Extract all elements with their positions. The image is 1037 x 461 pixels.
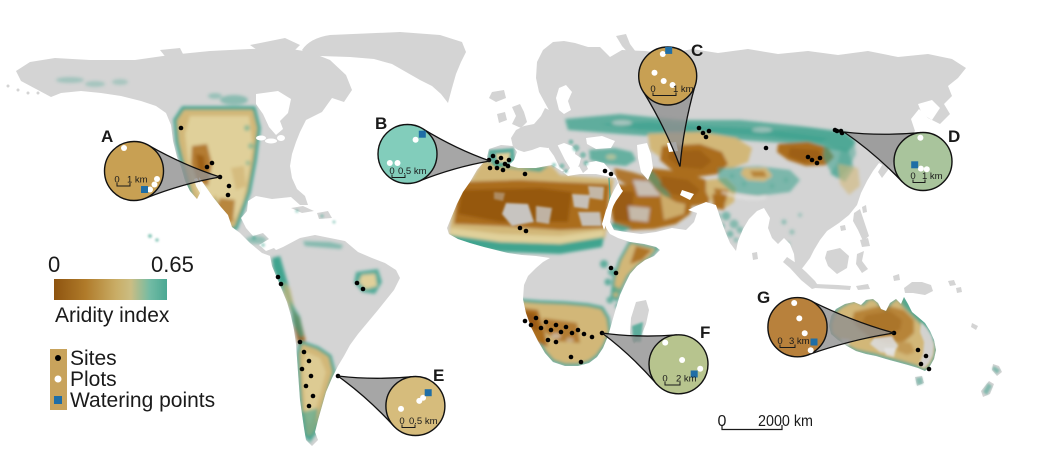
svg-text:Aridity index: Aridity index [55, 304, 170, 327]
svg-text:0: 0 [718, 413, 727, 430]
svg-text:2 km: 2 km [676, 374, 697, 385]
svg-text:0: 0 [114, 175, 119, 186]
svg-text:D: D [948, 127, 960, 146]
svg-text:0: 0 [399, 416, 404, 427]
svg-text:E: E [433, 366, 444, 385]
svg-text:Plots: Plots [70, 368, 117, 391]
svg-text:B: B [375, 114, 387, 133]
svg-text:0: 0 [48, 252, 60, 277]
svg-text:A: A [101, 127, 113, 146]
svg-text:F: F [700, 323, 710, 342]
svg-text:0.5 km: 0.5 km [409, 416, 438, 427]
svg-text:2000 km: 2000 km [758, 413, 813, 430]
svg-text:C: C [691, 41, 703, 60]
svg-text:0: 0 [389, 166, 394, 177]
svg-text:1 km: 1 km [127, 175, 148, 186]
svg-text:3 km: 3 km [789, 336, 810, 347]
svg-text:0.5 km: 0.5 km [398, 166, 427, 177]
svg-text:0.65: 0.65 [151, 252, 194, 277]
svg-text:Watering points: Watering points [70, 389, 215, 412]
svg-text:0: 0 [777, 336, 782, 347]
svg-text:0: 0 [650, 84, 655, 95]
svg-text:0: 0 [662, 374, 667, 385]
svg-text:Sites: Sites [70, 347, 117, 370]
svg-text:1 km: 1 km [922, 171, 943, 182]
svg-text:0: 0 [910, 171, 915, 182]
svg-text:1 km: 1 km [673, 84, 694, 95]
svg-text:G: G [757, 288, 770, 307]
